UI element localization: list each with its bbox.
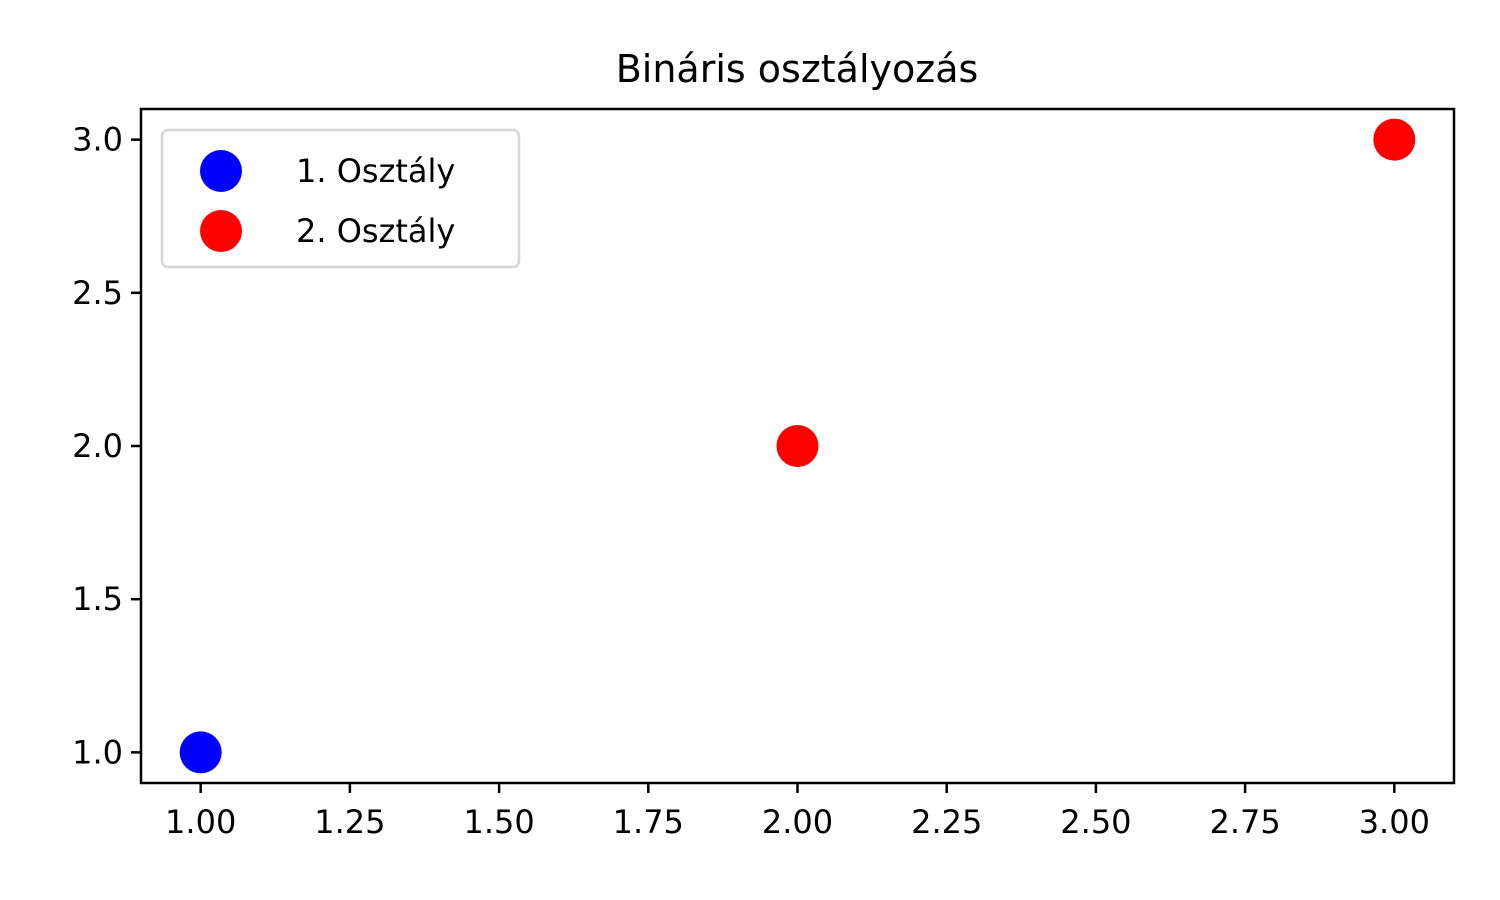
- y-tick-label: 1.0: [72, 733, 123, 771]
- y-tick-label: 3.0: [72, 121, 123, 159]
- y-axis: 1.0 1.5 2.0 2.5 3.0: [72, 121, 141, 771]
- data-point-series-1: [179, 731, 222, 774]
- legend-marker: [200, 210, 242, 252]
- x-tick-label: 1.75: [613, 803, 684, 841]
- x-tick-label: 2.50: [1060, 803, 1131, 841]
- y-tick-label: 2.5: [72, 274, 123, 312]
- legend-marker: [200, 150, 242, 192]
- x-tick-label: 2.25: [911, 803, 982, 841]
- legend-label: 2. Osztály: [296, 212, 455, 250]
- data-point-series-2: [1373, 118, 1416, 161]
- x-tick-label: 1.50: [463, 803, 534, 841]
- y-tick-label: 2.0: [72, 427, 123, 465]
- x-tick-label: 1.00: [165, 803, 236, 841]
- x-tick-label: 3.00: [1359, 803, 1430, 841]
- legend-box: [160, 128, 521, 269]
- plot-frame: [139, 107, 1456, 785]
- y-tick-label: 1.5: [72, 580, 123, 618]
- data-point-series-2: [776, 425, 819, 467]
- legend: 1. Osztály 2. Osztály: [160, 128, 521, 269]
- x-axis: 1.00 1.25 1.50 1.75 2.00 2.25 2.50 2.75 3.00: [165, 783, 1430, 841]
- x-tick-label: 1.25: [314, 803, 385, 841]
- chart-title: Bináris osztályozás: [616, 47, 979, 91]
- legend-label: 1. Osztály: [296, 152, 455, 190]
- plot-points: [179, 118, 1416, 774]
- x-tick-label: 2.75: [1209, 803, 1280, 841]
- x-tick-label: 2.00: [762, 803, 833, 841]
